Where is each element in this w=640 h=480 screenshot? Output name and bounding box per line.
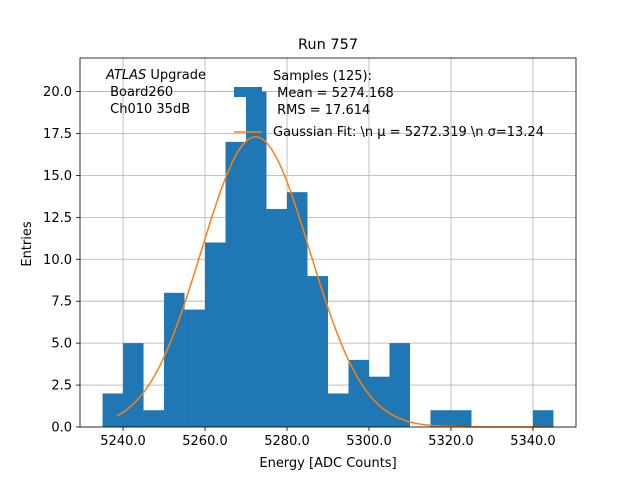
histogram-bar (266, 208, 288, 427)
x-tick-label: 5260.0 (182, 434, 228, 449)
y-tick-label: 12.5 (43, 211, 72, 226)
histogram-bar (205, 242, 226, 427)
x-axis-label: Energy [ADC Counts] (259, 456, 396, 471)
y-axis-label: Entries (20, 221, 35, 267)
legend: Samples (125): Mean = 5274.168 RMS = 17.… (234, 69, 544, 140)
annotation-line-3: Ch010 35dB (106, 102, 190, 117)
annotation-line-2: Board260 (106, 85, 173, 100)
y-tick-label: 5.0 (51, 337, 72, 352)
histogram-bars (102, 91, 554, 427)
y-tick-label: 0.0 (51, 421, 72, 436)
histogram-bar (246, 91, 267, 427)
legend-samples-line-3: RMS = 17.614 (273, 103, 370, 118)
y-axis-ticks: 0.0 2.5 5.0 7.5 10.0 12.5 15.0 17.5 20.0 (43, 85, 80, 436)
y-tick-label: 2.5 (51, 379, 72, 394)
y-tick-label: 15.0 (43, 169, 72, 184)
x-axis-ticks: 5240.0 5260.0 5280.0 5300.0 5320.0 5340.0 (100, 427, 556, 449)
histogram-bar (450, 410, 472, 427)
x-tick-label: 5240.0 (100, 434, 146, 449)
annotation-line-1: ATLAS Upgrade (105, 68, 206, 83)
histogram-bar (430, 410, 451, 427)
x-tick-label: 5320.0 (428, 434, 474, 449)
y-tick-label: 20.0 (43, 85, 72, 100)
histogram-bar (184, 309, 206, 427)
chart-title: Run 757 (298, 37, 358, 53)
histogram-bar (348, 359, 369, 427)
atlas-annotation: ATLAS Upgrade Board260 Ch010 35dB (105, 68, 206, 117)
histogram-bar (123, 343, 144, 427)
x-tick-label: 5300.0 (346, 434, 392, 449)
x-tick-label: 5280.0 (264, 434, 310, 449)
histogram-bar (368, 376, 390, 427)
histogram-bar (102, 393, 124, 427)
histogram-bar (143, 410, 165, 427)
y-tick-label: 7.5 (51, 295, 72, 310)
histogram-bar (532, 410, 554, 427)
y-tick-label: 10.0 (43, 253, 72, 268)
y-tick-label: 17.5 (43, 127, 72, 142)
legend-samples-line-1: Samples (125): (273, 69, 372, 84)
legend-samples-swatch (234, 87, 262, 97)
histogram-bar (328, 393, 349, 427)
histogram-bar (307, 276, 328, 427)
legend-samples-line-2: Mean = 5274.168 (273, 86, 394, 101)
histogram-bar (287, 192, 308, 427)
histogram-bar (164, 292, 185, 427)
legend-fit-label: Gaussian Fit: \n μ = 5272.319 \n σ=13.24 (273, 125, 544, 140)
axes-frame (79, 57, 577, 428)
histogram-bar (389, 343, 410, 427)
histogram-bar (225, 141, 247, 427)
x-tick-label: 5340.0 (510, 434, 556, 449)
